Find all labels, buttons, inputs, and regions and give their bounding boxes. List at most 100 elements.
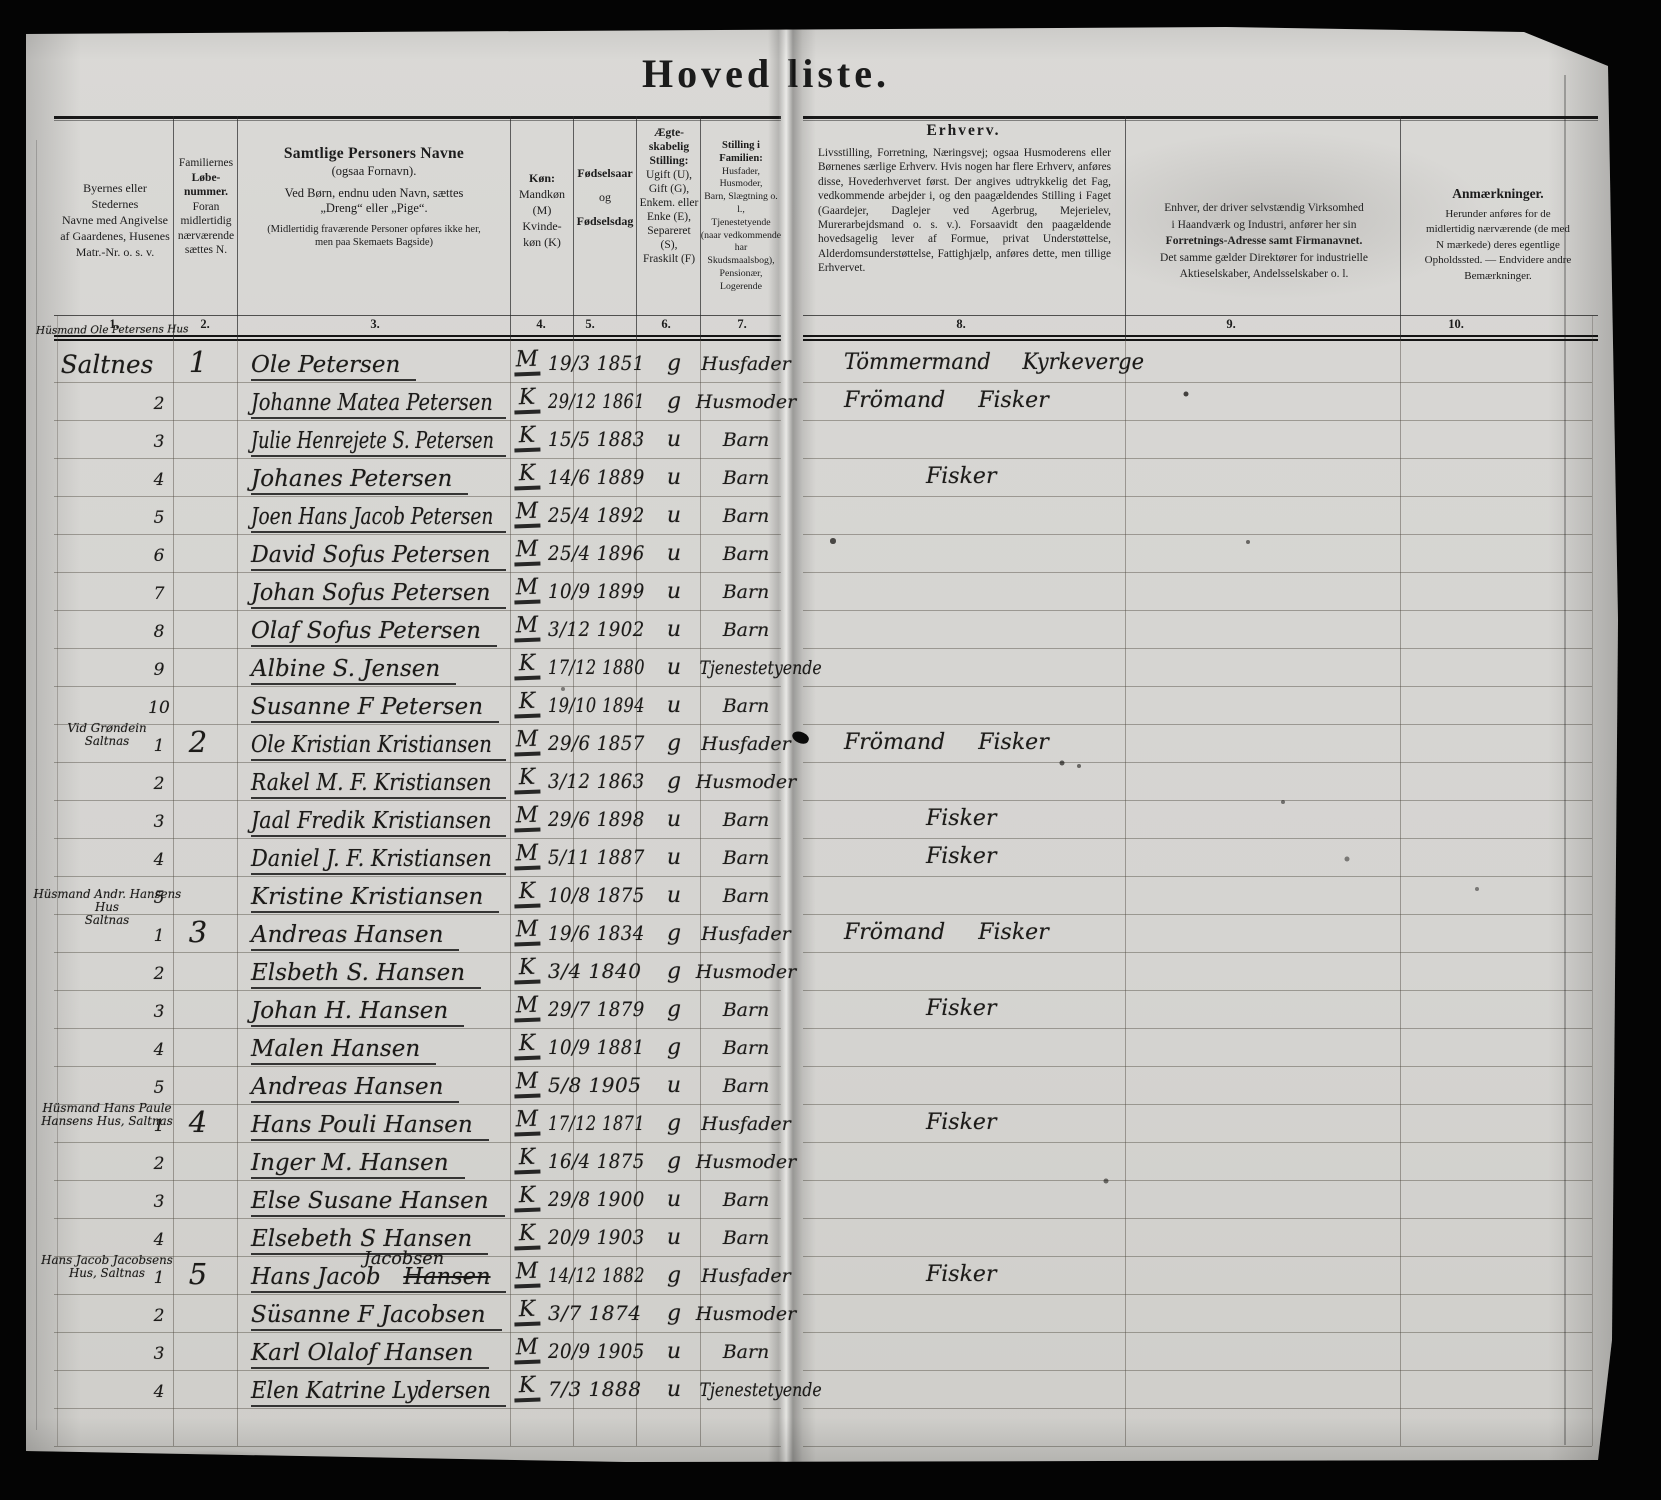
sex-entry: K xyxy=(513,764,541,795)
grid-line xyxy=(803,724,1592,725)
family-position-entry: Husmoder xyxy=(695,771,797,793)
person-number: 3 xyxy=(153,1344,165,1364)
person-name: Inger M. Hansen xyxy=(251,1150,465,1179)
header-text: Mandkøn (M) Kvinde-køn (K) xyxy=(519,187,565,249)
family-position-entry: Husfader xyxy=(701,733,791,755)
column-number-label: 2. xyxy=(200,317,210,331)
grid-line xyxy=(803,990,1592,991)
sex-entry: M xyxy=(513,802,541,833)
grid-line xyxy=(54,1408,781,1409)
column-header-business-address: Enhver, der driver selvstændig Virksomhe… xyxy=(1136,200,1392,283)
table-row: 9 Albine S. Jensen K 17/12 1880 u Tjenes… xyxy=(26,648,1618,686)
grid-line xyxy=(54,1066,781,1067)
birthdate-entry: 10/9 1899 xyxy=(548,579,645,603)
column-number-label: 1. xyxy=(109,317,119,331)
person-name: Olaf Sofus Petersen xyxy=(251,618,497,647)
person-name: Andreas Hansen xyxy=(251,922,460,951)
person-number: 8 xyxy=(153,622,165,642)
birthdate-entry: 15/5 1883 xyxy=(548,427,645,451)
column-header-occupation-body: Livsstilling, Forretning, Næringsvej; og… xyxy=(818,147,1111,275)
header-text: Køn: xyxy=(528,171,555,185)
header-text: Foran midlertidig nærværende sættes N. xyxy=(177,200,235,257)
person-number: 9 xyxy=(153,660,165,680)
birthdate-entry: 3/12 1863 xyxy=(548,769,645,793)
table-row: 8 Olaf Sofus Petersen M 3/12 1902 u Barn xyxy=(26,610,1618,648)
table-row: 4 Johanes Petersen K 14/6 1889 u Barn Fi… xyxy=(26,458,1618,496)
table-row: 5 Kristine Kristiansen K 10/8 1875 u Bar… xyxy=(26,876,1618,914)
family-position-entry: Barn xyxy=(722,1075,770,1097)
sex-entry: K xyxy=(513,384,541,415)
table-row: 3 Johan H. Hansen M 29/7 1879 g Barn Fis… xyxy=(26,990,1618,1028)
grid-line xyxy=(54,458,781,459)
marital-status-entry: u xyxy=(666,1073,682,1098)
person-name: Susanne F Petersen xyxy=(251,694,500,723)
grid-line xyxy=(54,420,781,421)
person-number: 5 xyxy=(153,1078,165,1098)
header-text: Husfader, Husmoder, Barn, Slægtning o. l.… xyxy=(700,165,782,292)
header-text: Fødselsaar xyxy=(577,166,633,180)
header-text: (ogsaa Fornavn). xyxy=(331,164,417,178)
person-number: 7 xyxy=(153,584,165,604)
grid-line xyxy=(54,1218,781,1219)
table-row: 5 Andreas Hansen M 5/8 1905 u Barn xyxy=(26,1066,1618,1104)
grid-line xyxy=(54,762,781,763)
birthdate-entry: 3/12 1902 xyxy=(548,617,645,641)
person-name: Elen Katrine Lydersen xyxy=(251,1378,506,1407)
person-number: 2 xyxy=(153,1154,165,1174)
person-name: Ole Kristian Kristiansen xyxy=(251,732,506,761)
marital-status-entry: u xyxy=(666,1377,682,1402)
birthdate-entry: 29/7 1879 xyxy=(548,997,645,1021)
grid-line xyxy=(54,800,781,801)
birthdate-entry: 17/12 1871 xyxy=(548,1111,645,1135)
grid-line xyxy=(803,800,1592,801)
grid-line xyxy=(803,838,1592,839)
birthdate-entry: 14/6 1889 xyxy=(548,465,645,489)
grid-line xyxy=(54,990,781,991)
family-position-entry: Husfader xyxy=(701,1113,791,1135)
occupation-entry: Fisker xyxy=(926,464,997,489)
family-position-entry: Husmoder xyxy=(695,391,797,413)
marital-status-entry: g xyxy=(666,997,682,1022)
marital-status-entry: g xyxy=(666,731,682,756)
birthdate-entry: 29/8 1900 xyxy=(548,1187,645,1211)
grid-line xyxy=(54,1294,781,1295)
family-position-entry: Husmoder xyxy=(695,961,797,983)
marital-status-entry: u xyxy=(666,845,682,870)
person-name: Kristine Kristiansen xyxy=(251,884,500,913)
sex-entry: K xyxy=(513,422,541,453)
sex-entry: K xyxy=(513,878,541,909)
birthdate-entry: 19/3 1851 xyxy=(548,351,645,375)
marital-status-entry: u xyxy=(666,503,682,528)
occupation-entry: Fisker xyxy=(926,844,997,869)
person-name: Johan H. Hansen xyxy=(251,998,465,1027)
person-name: Malen Hansen xyxy=(251,1036,437,1065)
column-number-label: 4. xyxy=(536,317,546,331)
birthdate-entry: 17/12 1880 xyxy=(548,655,645,679)
person-name: Elsbeth S. Hansen xyxy=(251,960,482,989)
book-fold xyxy=(768,27,816,1462)
marital-status-entry: u xyxy=(666,883,682,908)
person-name: Süsanne F Jacobsen xyxy=(251,1302,502,1331)
person-number: 1 xyxy=(153,1268,165,1288)
grid-line xyxy=(803,610,1592,611)
header-text: Det samme gælder Direktører for industri… xyxy=(1160,251,1368,281)
birthdate-entry: 3/7 1874 xyxy=(548,1301,642,1325)
sex-entry: M xyxy=(513,1068,541,1099)
bottom-smudge xyxy=(121,1450,311,1462)
sex-entry: M xyxy=(513,992,541,1023)
column-header-occupation-title: Erhverv. xyxy=(926,122,1001,139)
grid-line xyxy=(803,1142,1592,1143)
header-text: Ved Børn, endnu uden Navn, sættes xyxy=(284,186,464,200)
family-position-entry: Barn xyxy=(722,505,770,527)
grid-line xyxy=(803,1446,1592,1447)
column-header-family-position: Stilling i Familien: Husfader, Husmoder,… xyxy=(700,140,782,294)
occupation-entry: Fisker xyxy=(926,806,997,831)
grid-line xyxy=(636,116,637,340)
family-position-entry: Barn xyxy=(722,581,770,603)
person-number: 2 xyxy=(153,394,165,414)
person-name: Ole Petersen xyxy=(251,352,417,381)
marital-status-entry: g xyxy=(666,389,682,414)
marital-status-entry: u xyxy=(666,655,682,680)
birthdate-entry: 25/4 1896 xyxy=(548,541,645,565)
occupation-entry: Frömand Fisker xyxy=(844,920,1049,945)
